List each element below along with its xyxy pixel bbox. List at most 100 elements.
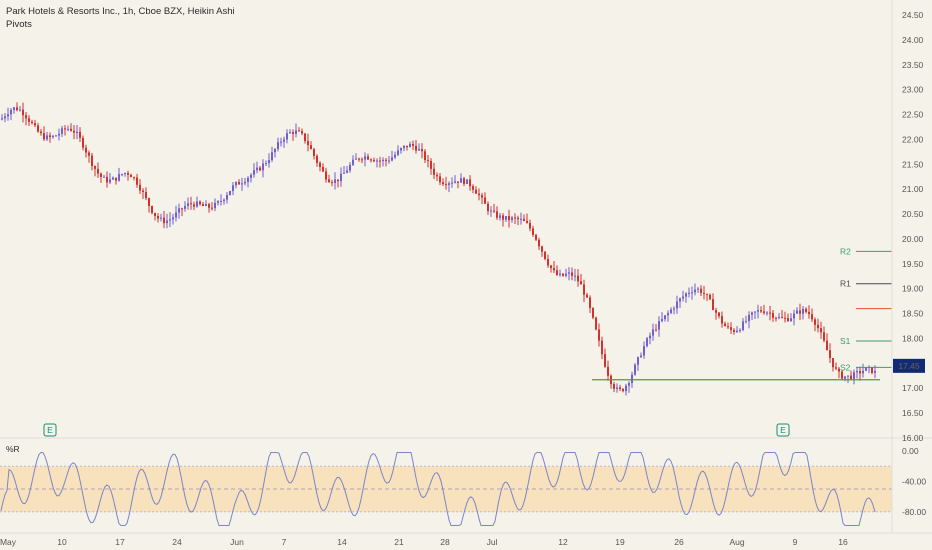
candle-body [403, 145, 405, 149]
candle-body [127, 172, 129, 175]
candle-body [310, 145, 312, 150]
price-badge [893, 358, 925, 373]
candle-body [448, 183, 450, 186]
indicator-label: Pivots [6, 19, 32, 30]
candle-body [214, 202, 216, 209]
pivot-levels: R2 R1 S1 S2 E E [43, 246, 892, 437]
pivot-label-r2: R2 [840, 246, 851, 256]
candle-body [568, 272, 570, 274]
candle-body [664, 315, 666, 320]
candle-body [415, 145, 417, 151]
candle-body [556, 270, 558, 275]
candle-body [340, 173, 342, 182]
price-tick-label: 22.50 [902, 110, 924, 120]
candle-body [661, 319, 663, 321]
pivot-label-r1: R1 [840, 279, 851, 289]
candle-body [421, 149, 423, 152]
candle-body [823, 332, 825, 341]
candle-body [640, 355, 642, 358]
time-tick-label: 26 [674, 537, 684, 547]
price-tick-label: 23.00 [902, 85, 924, 95]
candle-body [145, 192, 147, 199]
candle-body [241, 183, 243, 185]
time-tick-label: Jul [487, 537, 498, 547]
earnings-marker-label: E [47, 425, 53, 435]
candle-body [526, 220, 528, 223]
candle-body [247, 177, 249, 182]
candle-body [691, 292, 693, 294]
candle-body [346, 170, 348, 173]
candle-body [727, 326, 729, 328]
price-tick-label: 16.00 [902, 433, 924, 443]
candle-body [61, 128, 63, 134]
price-tick-label: 24.50 [902, 10, 924, 20]
candle-body [730, 327, 732, 330]
candle-body [865, 367, 867, 371]
candle-body [601, 340, 603, 355]
candle-body [550, 265, 552, 269]
candle-body [364, 156, 366, 160]
candle-body [733, 329, 735, 332]
candle-body [13, 107, 15, 110]
candle-body [469, 179, 471, 187]
candle-body [775, 317, 777, 319]
candle-body [4, 116, 6, 119]
candle-body [187, 203, 189, 206]
candle-body [724, 323, 726, 327]
candle-body [385, 159, 387, 161]
chart-title: Park Hotels & Resorts Inc., 1h, Cboe BZX… [6, 6, 235, 17]
candle-body [787, 318, 789, 322]
candle-body [451, 182, 453, 184]
candle-body [16, 107, 18, 111]
candle-body [439, 176, 441, 183]
pivot-label-s2: S2 [840, 362, 851, 372]
candle-body [181, 208, 183, 210]
candle-body [46, 135, 48, 140]
candle-body [175, 212, 177, 218]
candle-body [541, 246, 543, 252]
price-tick-label: 19.50 [902, 259, 924, 269]
candle-body [838, 368, 840, 372]
candle-body [715, 310, 717, 313]
candle-body [535, 234, 537, 240]
candle-body [577, 275, 579, 282]
candle-body [460, 178, 462, 183]
candle-body [172, 217, 174, 220]
candle-body [331, 182, 333, 184]
candle-body [160, 217, 162, 219]
candle-body [112, 177, 114, 180]
time-tick-label: Aug [729, 537, 744, 547]
candle-body [217, 201, 219, 203]
candle-body [34, 123, 36, 126]
candle-body [871, 367, 873, 373]
candle-body [622, 388, 624, 392]
candle-body [571, 272, 573, 276]
candle-body [523, 218, 525, 221]
candle-body [373, 160, 375, 162]
candle-body [424, 151, 426, 161]
candle-body [646, 338, 648, 347]
candle-body [442, 182, 444, 185]
candle-body [367, 156, 369, 160]
candle-body [457, 181, 459, 183]
candle-body [778, 316, 780, 319]
candle-body [853, 372, 855, 379]
candle-body [115, 177, 117, 181]
candle-body [445, 184, 447, 186]
price-tick-label: 19.00 [902, 284, 924, 294]
candle-body [562, 273, 564, 276]
candle-body [718, 312, 720, 317]
candle-body [409, 143, 411, 148]
candle-body [658, 320, 660, 330]
candle-body [841, 371, 843, 379]
candle-body [406, 145, 408, 148]
candle-body [583, 284, 585, 295]
candle-body [565, 273, 567, 276]
earnings-marker-box [43, 423, 57, 437]
earnings-marker-box [776, 423, 790, 437]
candle-body [79, 131, 81, 138]
candle-body [10, 109, 12, 115]
candle-body [826, 340, 828, 351]
